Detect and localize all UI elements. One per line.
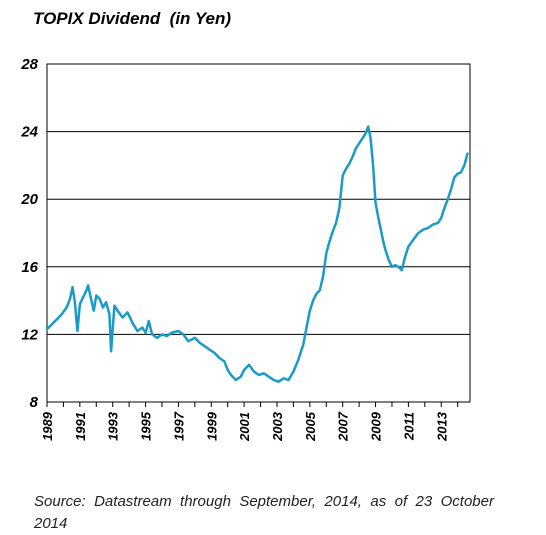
- x-tick-label: 1989: [40, 411, 55, 441]
- x-tick-label: 2005: [303, 411, 318, 442]
- y-tick-label: 12: [21, 326, 38, 343]
- chart-plot: 8 12 16 20 24 28 1989 1991 1993 1995 1997 1999 2001 2…: [20, 56, 471, 442]
- y-tick-label: 20: [20, 191, 38, 208]
- x-tick-label: 1999: [204, 411, 219, 441]
- x-tick-label: 1991: [73, 412, 88, 441]
- x-tick-label: 1995: [139, 411, 154, 441]
- x-tick-label: 2009: [369, 411, 384, 442]
- x-tick-label: 2007: [336, 411, 351, 442]
- plot-frame: [46, 63, 471, 403]
- x-tick-label: 2003: [270, 411, 285, 442]
- x-tick-label: 2013: [434, 411, 449, 442]
- x-tick-label: 1997: [171, 411, 186, 441]
- x-tick-label: 2011: [401, 412, 416, 441]
- x-tick-label: 2001: [237, 412, 252, 442]
- x-tick-label: 1993: [106, 411, 121, 441]
- y-tick-label: 28: [20, 56, 38, 73]
- source-note: Source: Datastream through September, 20…: [34, 493, 494, 532]
- y-tick-label: 16: [21, 259, 38, 276]
- series-line: [45, 125, 469, 383]
- y-tick-label: 24: [20, 124, 38, 141]
- y-tick-label: 8: [30, 394, 39, 411]
- chart-title: TOPIX Dividend (in Yen): [33, 9, 232, 28]
